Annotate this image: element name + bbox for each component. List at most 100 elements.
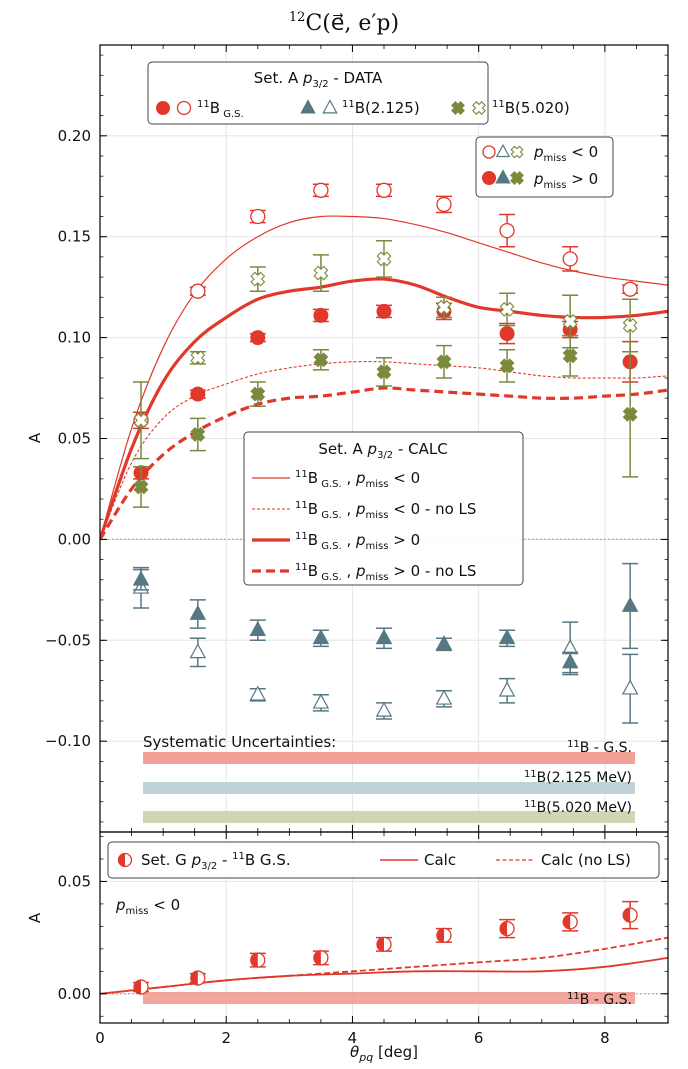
figure-title-sup: 12 — [289, 10, 306, 25]
systematic-band — [143, 811, 635, 823]
data-point — [313, 265, 329, 281]
data-point — [451, 101, 465, 115]
legend-bottom-label: Calc (no LS) — [541, 851, 631, 869]
x-tick-label: 2 — [221, 1029, 231, 1047]
series-group — [132, 562, 639, 674]
data-point-fill — [623, 908, 631, 923]
top-data-points — [132, 182, 639, 724]
curve-line — [100, 956, 668, 995]
data-point — [436, 196, 452, 213]
data-point-fill — [436, 928, 444, 943]
systematic-band — [143, 992, 635, 1004]
data-point — [313, 182, 329, 198]
data-point — [376, 364, 392, 380]
axes: −0.10 −0.05 0.00 0.05 0.10 0.15 0.20 0 2 4 6 8 0.00 0… — [45, 44, 669, 1047]
top-y-axis-label: A — [26, 432, 44, 443]
data-point — [176, 100, 192, 116]
data-point — [250, 271, 266, 287]
data-point — [156, 101, 170, 115]
legend-calc-label: 11B G.S. , pmiss < 0 — [295, 469, 420, 490]
data-point — [190, 283, 206, 299]
data-point — [561, 639, 579, 655]
y-tick-label: 0.20 — [58, 127, 91, 145]
data-point — [322, 99, 338, 114]
data-point — [376, 251, 392, 267]
x-tick-label: 8 — [600, 1029, 610, 1047]
data-point — [375, 701, 393, 717]
data-point — [482, 171, 496, 185]
data-point — [375, 628, 393, 645]
systematic-band — [143, 782, 635, 794]
legend-calc-title: Set. A p3/2 - CALC — [318, 440, 447, 461]
data-point — [133, 412, 149, 428]
systematic-band-label: 11B(5.020 MeV) — [524, 799, 632, 816]
data-point — [249, 685, 267, 701]
data-point-fill — [563, 914, 571, 929]
data-point-fill — [313, 950, 321, 965]
data-point — [482, 145, 496, 159]
series-group — [133, 900, 639, 995]
legend-calc-label: 11B G.S. , pmiss > 0 - no LS — [295, 562, 476, 583]
data-point — [622, 281, 638, 297]
systematic-band-label: 11B - G.S. — [567, 991, 632, 1008]
y-tick-label: −0.05 — [45, 631, 91, 649]
data-point — [133, 479, 149, 495]
series-group — [133, 182, 639, 430]
data-point — [498, 628, 516, 645]
data-point — [562, 348, 578, 364]
systematics-title: Systematic Uncertainties: — [143, 733, 336, 751]
data-point — [622, 406, 638, 422]
data-point — [250, 208, 266, 225]
legend-data-box — [147, 61, 489, 125]
x-axis-label: θpq [deg] — [350, 1043, 418, 1064]
y-tick-label: 0.10 — [58, 329, 91, 347]
y-tick-label: 0.05 — [58, 872, 91, 890]
data-point-fill — [134, 980, 142, 995]
data-point — [621, 679, 639, 695]
legend-sign-box — [475, 136, 614, 198]
data-point — [495, 143, 511, 158]
data-point — [190, 350, 206, 366]
legend-data-title: Set. A p3/2 - DATA — [254, 69, 383, 90]
data-point — [498, 681, 516, 697]
data-point — [435, 689, 453, 705]
y-tick-label: 0.00 — [58, 985, 91, 1003]
bottom-data-points — [133, 900, 639, 995]
legends: Set. A p3/2 - DATA 11B G.S. 11B(2.125) 11B(… — [107, 61, 660, 917]
data-point — [249, 620, 267, 637]
data-point — [189, 643, 207, 659]
data-point — [561, 653, 579, 669]
data-point — [312, 628, 330, 645]
legend-calc-label: 11B G.S. , pmiss < 0 - no LS — [295, 500, 476, 521]
data-point — [499, 223, 515, 239]
data-point-fill — [190, 971, 198, 986]
data-point — [313, 352, 329, 368]
data-point — [499, 358, 515, 374]
top-systematic-bands: Systematic Uncertainties: 11B - G.S. 11B(2… — [143, 733, 635, 823]
x-tick-label: 6 — [474, 1029, 484, 1047]
data-point — [495, 169, 511, 184]
systematic-band-label: 11B - G.S. — [567, 739, 632, 756]
y-tick-label: 0.00 — [58, 530, 91, 548]
data-point — [510, 171, 524, 185]
y-tick-label: −0.10 — [45, 732, 91, 750]
systematic-band — [143, 752, 635, 764]
data-point — [250, 386, 266, 402]
data-point — [250, 330, 266, 346]
data-point — [376, 303, 392, 319]
bottom-y-axis-label: A — [26, 912, 44, 923]
legend-bottom-label: Calc — [424, 851, 456, 869]
x-tick-label: 0 — [95, 1029, 105, 1047]
legend-sign-label: pmiss > 0 — [533, 170, 598, 191]
data-point — [621, 596, 639, 612]
data-point — [622, 318, 638, 333]
data-point — [499, 301, 515, 317]
data-point-fill — [500, 921, 508, 936]
data-point — [499, 326, 515, 342]
data-point — [300, 99, 316, 114]
figure-title: 12C(e⃗, e′p) — [289, 10, 399, 36]
data-point — [510, 145, 524, 159]
y-tick-label: 0.05 — [58, 430, 91, 448]
data-point — [132, 570, 150, 586]
